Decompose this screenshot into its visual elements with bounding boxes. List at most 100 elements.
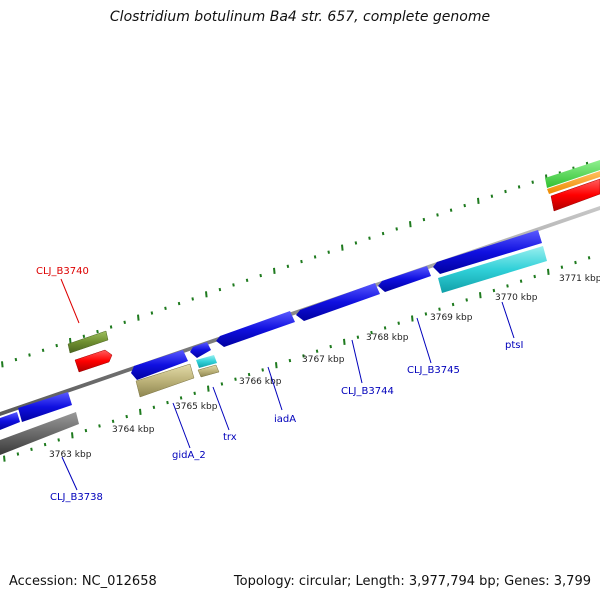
tick-minor: [123, 320, 126, 324]
tick-minor: [28, 353, 31, 357]
kbp-label: 3771 kbp: [559, 274, 600, 284]
tick-minor: [109, 325, 113, 329]
gene-label: CLJ_B3744: [341, 386, 394, 397]
tick-minor: [354, 241, 358, 245]
tick-minor: [193, 391, 196, 395]
tick-minor: [245, 278, 249, 282]
feature-darkgrey: [0, 412, 79, 455]
kbp-label: 3764 kbp: [112, 425, 155, 435]
tick-major: [477, 197, 480, 204]
feature-green-edge: [545, 160, 600, 188]
tick-minor: [519, 279, 523, 283]
cds-gidA: [131, 350, 188, 380]
tick-minor: [490, 194, 494, 198]
feature-olive: [67, 330, 109, 354]
tick-minor: [232, 283, 235, 287]
gene-label: CLJ_B3738: [50, 492, 103, 503]
tick-minor: [560, 265, 564, 269]
tick-major: [411, 315, 414, 322]
kbp-label: 3768 kbp: [366, 333, 409, 343]
tick-minor: [424, 312, 428, 316]
topology-text: Topology: circular; Length: 3,977,794 bp…: [233, 574, 591, 589]
tick-major: [3, 455, 6, 462]
cds-3738: [18, 392, 72, 422]
tick-minor: [313, 255, 317, 259]
tick-minor: [191, 297, 194, 301]
tick-major: [547, 268, 550, 275]
tick-minor: [517, 185, 521, 189]
feature-cyan-trx: [196, 355, 217, 368]
tick-major: [409, 221, 412, 228]
tick-minor: [177, 301, 181, 306]
tick-major: [273, 267, 276, 274]
tick-minor: [397, 321, 400, 325]
gene-label: trx: [223, 432, 237, 443]
feature-cyan-ptsI: [438, 246, 547, 293]
tick-minor: [383, 326, 387, 330]
tick-ring-outer: [1, 161, 589, 368]
tick-minor: [150, 311, 154, 315]
tick-minor: [368, 236, 371, 240]
tick-minor: [381, 231, 385, 236]
feature-red-upper: [74, 349, 113, 373]
tick-major: [205, 291, 208, 298]
tick-minor: [436, 213, 439, 217]
tick-minor: [125, 414, 128, 419]
tick-minor: [259, 273, 262, 278]
tick-minor: [166, 400, 169, 405]
feature-orange-edge: [547, 171, 600, 194]
feature-khaki-gidA: [135, 363, 195, 398]
cds-trx: [190, 342, 211, 358]
tick-minor: [587, 256, 591, 260]
tick-minor: [41, 348, 45, 352]
tick-minor: [111, 419, 115, 423]
tick-minor: [30, 447, 33, 451]
tick-minor: [451, 302, 455, 307]
tick-minor: [16, 452, 20, 456]
tick-minor: [463, 203, 466, 208]
feature-khaki-trx: [197, 364, 220, 378]
cds-left-edge: [0, 412, 20, 430]
tick-minor: [492, 288, 496, 293]
kbp-scale-labels: 3763 kbp 3764 kbp 3765 kbp 3766 kbp 3767 kbp…: [49, 274, 600, 460]
tick-major: [71, 432, 74, 439]
tick-minor: [574, 260, 577, 265]
tick-minor: [179, 396, 183, 400]
tick-minor: [506, 284, 509, 288]
gene-label: ptsI: [505, 340, 523, 351]
kbp-label: 3770 kbp: [495, 293, 538, 303]
tick-minor: [315, 349, 319, 353]
tick-minor: [98, 424, 101, 428]
gene-label: gidA_2: [172, 450, 206, 461]
tick-minor: [356, 335, 360, 339]
tick-minor: [465, 298, 468, 302]
tick-minor: [300, 259, 303, 264]
tick-minor: [329, 344, 332, 349]
tick-major: [207, 385, 210, 392]
tick-major: [343, 338, 346, 345]
tick-minor: [247, 372, 251, 377]
tick-minor: [218, 287, 222, 292]
gene-label: CLJ_B3745: [407, 365, 460, 376]
tick-major: [479, 292, 482, 299]
tick-major: [139, 408, 142, 415]
tick-minor: [504, 189, 507, 194]
gene-label: CLJ_B3740: [36, 266, 89, 277]
tick-minor: [422, 217, 426, 222]
tick-minor: [370, 330, 373, 335]
tick-minor: [84, 428, 88, 433]
kbp-label: 3765 kbp: [175, 402, 218, 412]
label-leaders: [60, 278, 515, 491]
tick-major: [137, 314, 140, 321]
tick-minor: [449, 208, 453, 212]
accession-text: Accession: NC_012658: [9, 574, 157, 589]
tick-minor: [261, 368, 264, 372]
tick-major: [275, 362, 278, 369]
kbp-label: 3766 kbp: [239, 377, 282, 387]
cds-iadA: [216, 311, 295, 347]
cds-3744: [296, 283, 380, 321]
map-title: Clostridium botulinum Ba4 str. 657, comp…: [109, 9, 491, 25]
tick-minor: [220, 382, 224, 386]
cds-3745: [378, 266, 431, 292]
